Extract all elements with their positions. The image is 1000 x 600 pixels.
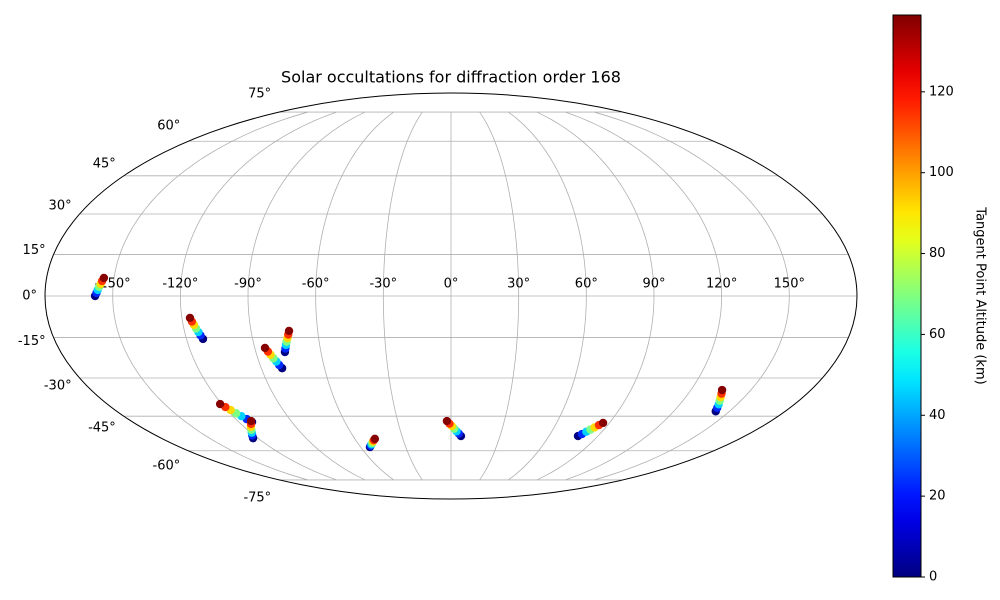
occultation-point <box>284 326 294 336</box>
occultation-point <box>246 416 256 426</box>
map-boundary <box>44 92 858 500</box>
x-tick-label: -30° <box>369 277 397 292</box>
y-tick-label: 0° <box>22 289 37 304</box>
x-tick-label: 60° <box>575 277 598 292</box>
y-tick-label: -15° <box>18 334 46 349</box>
colorbar-tick-label: 120 <box>929 84 954 99</box>
colorbar-tick-label: 100 <box>929 165 954 180</box>
x-tick-label: -90° <box>234 277 262 292</box>
x-tick-label: 90° <box>642 277 665 292</box>
x-tick-label: 30° <box>507 277 530 292</box>
y-tick-label: -75° <box>243 491 271 506</box>
y-tick-label: -30° <box>44 379 72 394</box>
x-tick-label: -60° <box>302 277 330 292</box>
y-tick-label: 60° <box>157 118 180 133</box>
occultation-point <box>260 343 270 353</box>
y-tick-label: 30° <box>49 198 72 213</box>
occultation-point <box>442 416 452 426</box>
x-tick-label: 0° <box>444 277 459 292</box>
x-tick-label: 120° <box>706 277 737 292</box>
occultation-point <box>185 313 195 323</box>
occultation-point <box>215 399 225 409</box>
occultation-point <box>370 434 380 444</box>
colorbar <box>892 14 922 578</box>
y-tick-label: 45° <box>93 156 116 171</box>
x-tick-label: -120° <box>162 277 198 292</box>
colorbar-tick-label: 0 <box>929 570 937 585</box>
occultation-point <box>717 385 727 395</box>
y-tick-label: -45° <box>88 421 116 436</box>
colorbar-label: Tangent Point Altitude (km) <box>973 206 988 384</box>
y-tick-label: -60° <box>153 459 181 474</box>
y-tick-label: 75° <box>248 86 271 101</box>
occultation-point <box>99 273 109 283</box>
colorbar-tick-label: 60 <box>929 327 946 342</box>
x-tick-label: 150° <box>774 277 805 292</box>
y-tick-label: 15° <box>23 243 46 258</box>
chart-title: Solar occultations for diffraction order… <box>281 68 621 87</box>
colorbar-tick-label: 80 <box>929 246 946 261</box>
occultation-point <box>598 418 608 428</box>
colorbar-tick-label: 40 <box>929 408 946 423</box>
colorbar-tick-label: 20 <box>929 489 946 504</box>
